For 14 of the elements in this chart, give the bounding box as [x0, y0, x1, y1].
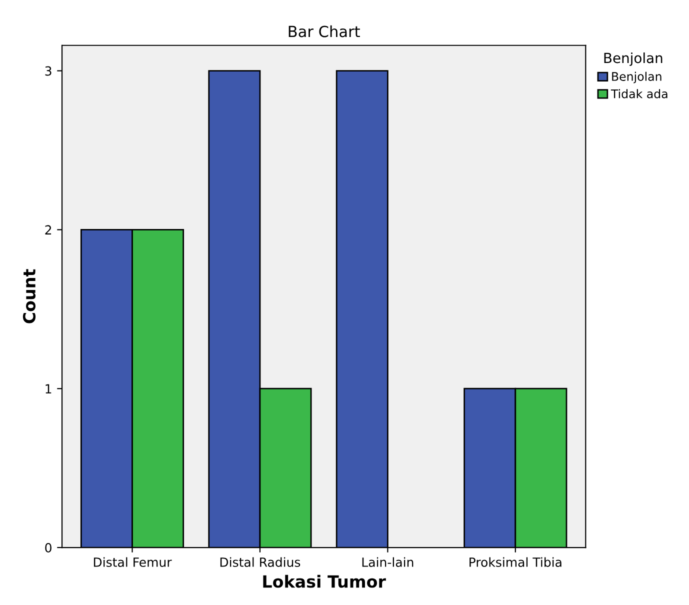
- legend-label: Benjolan: [612, 72, 662, 84]
- x-tick-label: Distal Radius: [220, 557, 300, 567]
- y-axis-title: Count: [22, 269, 36, 324]
- legend-title: Benjolan: [604, 52, 662, 66]
- x-tick-label: Proksimal Tibia: [470, 557, 562, 567]
- legend-label: Tidak ada: [610, 89, 668, 98]
- y-tick-label: 3: [45, 66, 52, 76]
- y-tick-label: 1: [46, 384, 52, 394]
- y-tick-label: 0: [45, 542, 52, 552]
- x-axis-title: Lokasi Tumor: [263, 574, 386, 588]
- x-tick-label: Lain-lain: [362, 557, 414, 567]
- x-tick-label: Distal Femur: [94, 557, 172, 567]
- y-tick-label: 2: [45, 225, 52, 234]
- chart-title: Bar Chart: [288, 25, 360, 38]
